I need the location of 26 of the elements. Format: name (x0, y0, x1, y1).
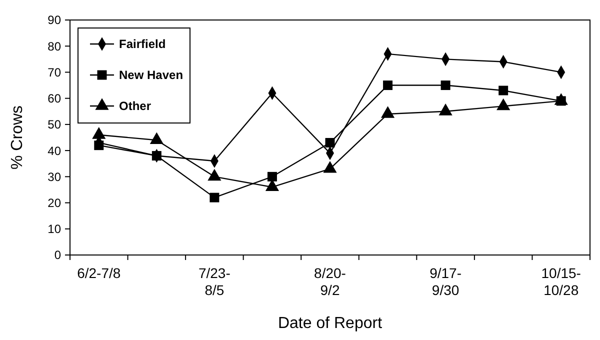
y-tick-label: 20 (48, 196, 62, 210)
x-tick-label: 9/17-9/30 (430, 265, 462, 298)
point (325, 138, 335, 148)
y-tick-label: 40 (48, 144, 62, 158)
x-tick-label: 10/15-10/28 (541, 265, 582, 298)
x-tick-label: 6/2-7/8 (77, 265, 121, 281)
x-tick-label: 8/20-9/2 (314, 265, 346, 298)
y-tick-label: 90 (48, 13, 62, 28)
y-tick-label: 80 (48, 39, 62, 54)
y-axis-title: % Crows (9, 105, 26, 170)
y-tick-label: 50 (48, 118, 62, 132)
point (498, 86, 508, 96)
y-tick-label: 60 (48, 92, 62, 106)
point (440, 80, 450, 90)
x-tick-label: 7/23-8/5 (198, 265, 231, 298)
point (267, 172, 277, 182)
legend-label: Fairfield (119, 37, 166, 52)
y-tick-label: 70 (48, 65, 62, 80)
point (383, 80, 393, 90)
legend-label: New Haven (119, 68, 184, 82)
y-tick-label: 30 (48, 170, 62, 184)
point (210, 192, 220, 202)
y-tick-label: 0 (54, 248, 62, 262)
y-tick-label: 10 (48, 222, 62, 236)
legend-label: Other (119, 99, 152, 114)
x-axis-title: Date of Report (278, 315, 383, 332)
